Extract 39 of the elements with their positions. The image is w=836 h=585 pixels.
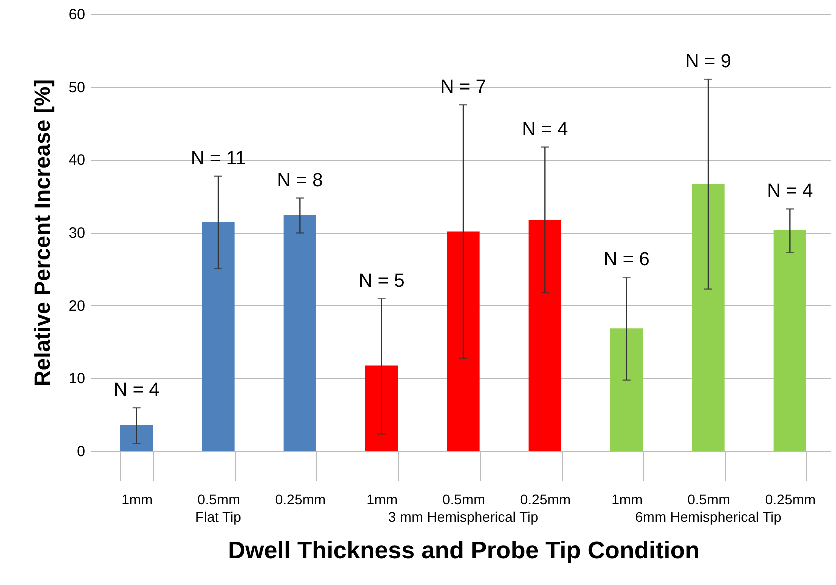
bar — [284, 215, 316, 451]
x-tick-label: 1mm — [612, 492, 643, 508]
bar — [447, 232, 480, 451]
x-axis-title: Dwell Thickness and Probe Tip Condition — [228, 538, 700, 564]
x-tick-label: 0.5mm — [688, 492, 730, 508]
text: Flat Tip — [196, 509, 242, 525]
bar — [774, 230, 806, 451]
annotation: N = 8 — [277, 170, 324, 192]
x-tick-label: 0.5mm — [442, 492, 486, 508]
text: 6mm Hemispherical Tip — [635, 509, 782, 525]
y-axis-title: Relative Percent Increase [%] — [30, 80, 55, 386]
y-tick-label: 10 — [68, 370, 86, 388]
bar — [610, 328, 644, 451]
x-tick-label: 1mm — [122, 492, 153, 508]
bar — [202, 222, 235, 451]
bar — [120, 426, 154, 451]
annotation: N = 9 — [686, 52, 732, 73]
annotation: N = 6 — [604, 250, 650, 271]
y-tick-label: 60 — [68, 6, 86, 24]
x-tick-label: 0.25mm — [520, 492, 571, 508]
annotation: N = 11 — [190, 148, 246, 170]
text: 3 mm Hemispherical Tip — [388, 509, 539, 525]
x-tick-label: 0.25mm — [275, 492, 326, 508]
bar — [692, 184, 725, 451]
y-tick-label: 40 — [68, 152, 86, 170]
y-tick-label: 20 — [68, 298, 86, 315]
annotation: N = 4 — [767, 181, 814, 202]
annotation: N = 4 — [522, 119, 569, 140]
bar — [528, 220, 562, 451]
y-tick-label: 30 — [68, 225, 86, 242]
bar — [366, 366, 398, 451]
x-tick-label: 1mm — [366, 492, 398, 508]
annotation: N = 7 — [440, 77, 486, 98]
x-tick-label: 0.5mm — [198, 492, 240, 508]
y-tick-label: 50 — [68, 79, 86, 96]
x-tick-label: 0.25mm — [765, 492, 816, 508]
annotation: N = 5 — [358, 270, 405, 292]
y-tick-label: 0 — [77, 444, 86, 460]
annotation: N = 4 — [114, 380, 160, 402]
